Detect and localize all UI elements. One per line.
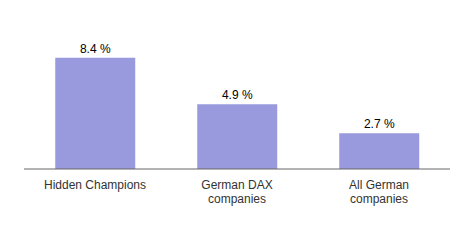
svg-text:German DAXcompanies: German DAXcompanies bbox=[201, 178, 272, 206]
svg-text:2.7 %: 2.7 % bbox=[364, 117, 395, 131]
svg-text:4.9 %: 4.9 % bbox=[222, 88, 253, 102]
svg-text:8.4 %: 8.4 % bbox=[80, 42, 111, 56]
svg-text:Hidden Champions: Hidden Champions bbox=[44, 178, 146, 192]
svg-text:All Germancompanies: All Germancompanies bbox=[349, 178, 409, 206]
